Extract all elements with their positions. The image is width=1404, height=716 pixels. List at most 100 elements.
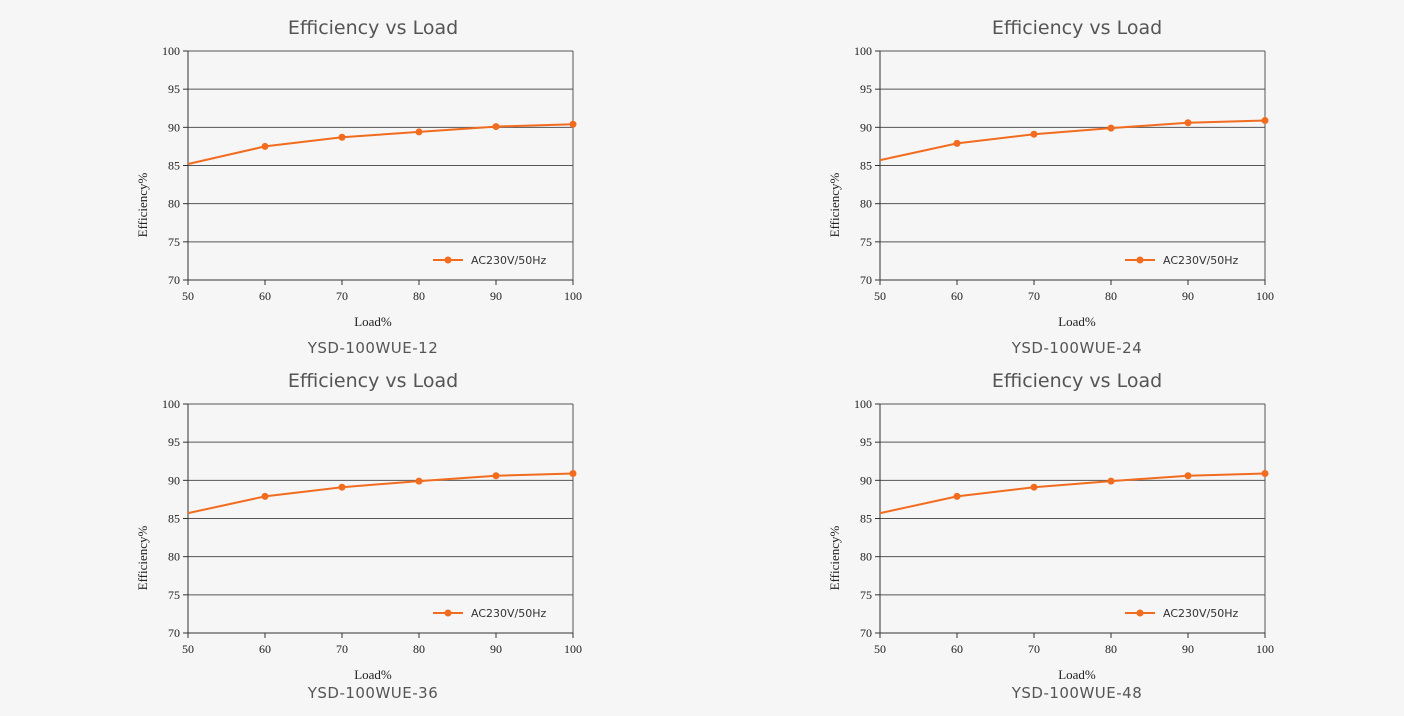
y-tick-label: 100 (162, 397, 180, 411)
legend-swatch-marker (1136, 256, 1144, 264)
data-point (569, 120, 577, 128)
y-tick-label: 100 (854, 44, 872, 58)
chart-title: Efficiency vs Load (992, 370, 1162, 392)
y-tick-label: 85 (860, 159, 872, 173)
x-tick-label: 90 (490, 642, 502, 656)
y-tick-label: 80 (168, 197, 180, 211)
data-point (1184, 119, 1192, 127)
legend-swatch-marker (444, 256, 452, 264)
plot-area: 70 75 80 85 90 95 100 50 60 70 80 90 100 AC230V/50Hz (854, 397, 1274, 656)
y-tick-label: 90 (168, 120, 180, 134)
legend-entry: AC230V/50Hz (1163, 607, 1239, 620)
chart-title: Efficiency vs Load (288, 17, 458, 39)
y-tick-label: 80 (860, 550, 872, 564)
data-point (953, 492, 961, 500)
model-caption: YSD-100WUE-48 (1011, 684, 1143, 702)
x-tick-label: 80 (413, 642, 425, 656)
y-tick-label: 90 (860, 120, 872, 134)
data-point (1261, 116, 1269, 124)
chart-ysd-100wue-12: Efficiency vs Load 70 75 80 85 90 95 100 50 60 70… (105, 10, 725, 362)
data-point (953, 139, 961, 147)
model-caption: YSD-100WUE-12 (307, 339, 439, 357)
chart-title: Efficiency vs Load (288, 370, 458, 392)
x-tick-label: 80 (1105, 289, 1117, 303)
x-axis-label: Load% (1058, 314, 1096, 329)
y-tick-label: 95 (168, 435, 180, 449)
y-axis-label: Efficiency% (135, 525, 150, 590)
x-tick-label: 60 (259, 289, 271, 303)
x-tick-label: 100 (564, 642, 582, 656)
y-tick-label: 85 (168, 512, 180, 526)
y-tick-label: 100 (854, 397, 872, 411)
y-tick-label: 70 (860, 626, 872, 640)
x-axis-label: Load% (354, 314, 392, 329)
legend-entry: AC230V/50Hz (1163, 254, 1239, 267)
legend-entry: AC230V/50Hz (471, 254, 547, 267)
y-tick-label: 95 (860, 435, 872, 449)
x-tick-label: 50 (874, 289, 886, 303)
x-tick-label: 90 (1182, 289, 1194, 303)
data-point (415, 477, 423, 485)
data-point (1107, 124, 1115, 132)
x-tick-label: 90 (1182, 642, 1194, 656)
legend-swatch-marker (1136, 609, 1144, 617)
plot-area: 70 75 80 85 90 95 100 50 60 70 80 90 100 AC230V/50Hz (854, 44, 1274, 303)
y-tick-label: 100 (162, 44, 180, 58)
chart-title: Efficiency vs Load (992, 17, 1162, 39)
data-point (569, 469, 577, 477)
data-point (1030, 130, 1038, 138)
y-tick-label: 70 (168, 273, 180, 287)
y-tick-label: 95 (168, 82, 180, 96)
data-point (492, 472, 500, 480)
y-tick-label: 90 (860, 473, 872, 487)
y-axis-label: Efficiency% (827, 172, 842, 237)
data-point (492, 123, 500, 131)
x-tick-label: 100 (1256, 289, 1274, 303)
y-tick-label: 70 (860, 273, 872, 287)
x-tick-label: 80 (1105, 642, 1117, 656)
x-tick-label: 70 (336, 289, 348, 303)
y-axis-label: Efficiency% (135, 172, 150, 237)
x-tick-label: 100 (564, 289, 582, 303)
chart-ysd-100wue-36: Efficiency vs Load 70 75 80 85 90 95 100 50 60 70… (105, 363, 725, 715)
x-tick-label: 70 (1028, 289, 1040, 303)
x-axis-label: Load% (1058, 667, 1096, 682)
y-tick-label: 90 (168, 473, 180, 487)
plot-area: 70 75 80 85 90 95 100 50 60 70 80 90 100 AC230V/50Hz (162, 44, 582, 303)
data-point (338, 483, 346, 491)
series-line (187, 123, 574, 165)
plot-area: 70 75 80 85 90 95 100 50 60 70 80 90 100 AC230V/50Hz (162, 397, 582, 656)
series-line (879, 472, 1266, 515)
y-tick-label: 80 (860, 197, 872, 211)
y-tick-label: 85 (860, 512, 872, 526)
x-tick-label: 70 (336, 642, 348, 656)
data-point (1107, 477, 1115, 485)
y-tick-label: 85 (168, 159, 180, 173)
legend-swatch-marker (444, 609, 452, 617)
chart-ysd-100wue-24: Efficiency vs Load 70 75 80 85 90 95 100 50 60 70… (797, 10, 1404, 362)
data-point (1030, 483, 1038, 491)
legend-entry: AC230V/50Hz (471, 607, 547, 620)
x-tick-label: 90 (490, 289, 502, 303)
data-point (415, 128, 423, 136)
x-tick-label: 60 (259, 642, 271, 656)
series-line (187, 472, 574, 515)
series-line (879, 119, 1266, 162)
model-caption: YSD-100WUE-24 (1011, 339, 1143, 357)
y-tick-label: 70 (168, 626, 180, 640)
data-point (261, 492, 269, 500)
x-tick-label: 60 (951, 289, 963, 303)
y-axis-label: Efficiency% (827, 525, 842, 590)
y-tick-label: 75 (860, 588, 872, 602)
x-axis-label: Load% (354, 667, 392, 682)
chart-ysd-100wue-48: Efficiency vs Load 70 75 80 85 90 95 100 50 60 70… (797, 363, 1404, 715)
model-caption: YSD-100WUE-36 (307, 684, 439, 702)
y-tick-label: 75 (168, 588, 180, 602)
y-tick-label: 80 (168, 550, 180, 564)
y-tick-label: 95 (860, 82, 872, 96)
